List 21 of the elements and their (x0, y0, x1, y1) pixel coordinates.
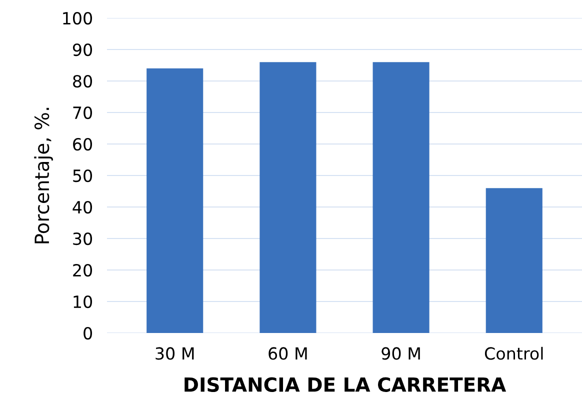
y-axis-title: Porcentaje, %. (34, 108, 53, 244)
bar (146, 68, 204, 333)
y-tick-label: 50 (73, 169, 92, 182)
x-axis-title: DISTANCIA DE LA CARRETERA (184, 377, 506, 392)
bar (372, 62, 430, 333)
x-tick-label: 30 M (156, 347, 194, 360)
y-tick-label: 40 (72, 200, 92, 214)
y-tick-label: 0 (84, 326, 92, 340)
y-tick-label: 90 (72, 43, 92, 56)
y-tick-label: 80 (73, 74, 92, 88)
x-tick-label: Control (484, 346, 543, 360)
bar (486, 188, 542, 333)
y-tick-label: 60 (73, 138, 92, 151)
x-tick-label: 60 M (268, 347, 307, 360)
y-tick-label: 30 (73, 232, 92, 246)
y-tick-label: 70 (73, 106, 92, 120)
y-tick-label: 10 (74, 295, 92, 308)
y-tick-label: 20 (73, 264, 92, 277)
x-tick-label: 90 M (382, 347, 420, 360)
bar (260, 62, 316, 333)
y-tick-label: 100 (63, 12, 92, 25)
